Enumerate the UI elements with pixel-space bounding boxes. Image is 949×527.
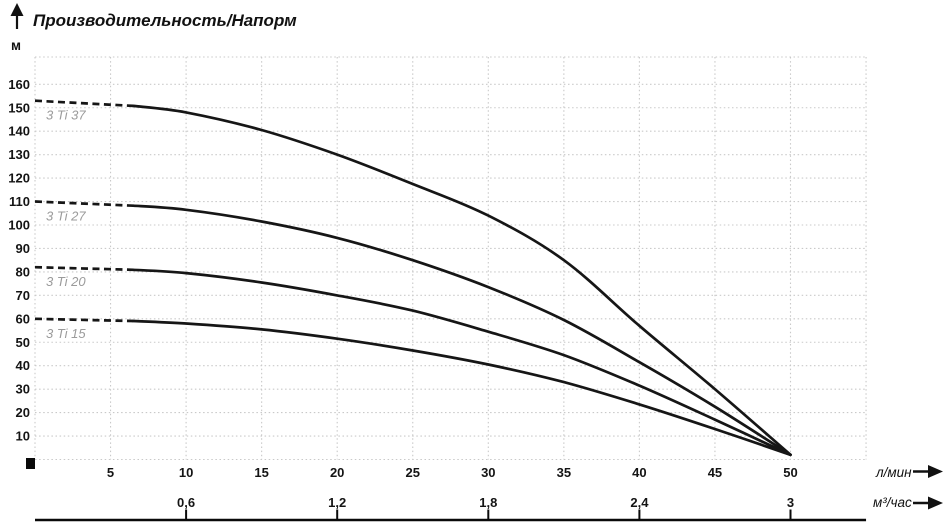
chart-title: Производительность/Напорм <box>33 11 297 30</box>
bottom-ruler <box>35 509 867 522</box>
y-tick-label: 150 <box>8 100 30 115</box>
origin-marker <box>26 458 35 469</box>
x-tick-label: 25 <box>406 465 420 480</box>
x-tick-label: 35 <box>557 465 571 480</box>
y-axis-unit: м <box>11 38 21 53</box>
curve-3-ti-20 <box>131 268 792 457</box>
x-axis-primary-tick-labels: 5 10 15 20 25 30 35 40 45 50 <box>107 465 798 480</box>
x2-tick-label: 1,2 <box>328 495 346 510</box>
curve-dashed-start-3-ti-27 <box>34 200 134 208</box>
y-tick-label: 140 <box>8 124 30 139</box>
curve-label-3-ti-37: 3 Ti 37 <box>46 108 86 123</box>
y-tick-label: 120 <box>8 171 30 186</box>
x-axis-secondary-unit-group: м³/час <box>873 495 943 510</box>
x-tick-label: 20 <box>330 465 344 480</box>
curve-dashed-start-3-ti-20 <box>34 265 134 272</box>
x2-tick-label: 2,4 <box>630 495 649 510</box>
x-tick-label: 10 <box>179 465 193 480</box>
y-tick-label: 130 <box>8 147 30 162</box>
y-tick-label: 90 <box>16 241 30 256</box>
up-arrow-icon <box>10 3 24 29</box>
x2-tick-label: 0,6 <box>177 495 195 510</box>
curve-labels: 3 Ti 37 3 Ti 27 3 Ti 20 3 Ti 15 <box>46 108 86 341</box>
right-arrow-icon <box>913 496 943 510</box>
curve-label-3-ti-27: 3 Ti 27 <box>46 209 86 224</box>
curve-dashed-start-3-ti-15 <box>34 317 134 323</box>
y-tick-label: 40 <box>16 358 30 373</box>
x2-tick-label: 3 <box>787 495 794 510</box>
x-axis-secondary-tick-labels: 0,6 1,2 1,8 2,4 3 <box>177 495 794 510</box>
x-tick-label: 50 <box>783 465 797 480</box>
x2-tick-label: 1,8 <box>479 495 497 510</box>
y-tick-label: 30 <box>16 382 30 397</box>
curve-3-ti-37 <box>131 104 792 457</box>
x-axis-primary-unit: л/мин <box>875 465 912 480</box>
y-tick-label: 50 <box>16 335 30 350</box>
y-tick-label: 100 <box>8 218 30 233</box>
y-axis-header: Производительность/Напорм м <box>10 3 297 53</box>
curve-label-3-ti-20: 3 Ti 20 <box>46 274 86 289</box>
y-tick-label: 70 <box>16 288 30 303</box>
curve-dashed-start-3-ti-37 <box>34 99 134 108</box>
x-tick-label: 15 <box>254 465 268 480</box>
x-axis-primary-unit-group: л/мин <box>875 465 943 480</box>
y-tick-label: 20 <box>16 405 30 420</box>
x-tick-label: 40 <box>632 465 646 480</box>
y-axis-tick-labels: 10 20 30 40 50 60 70 80 90 100 110 120 130 140 150 160 <box>8 77 30 444</box>
y-tick-label: 10 <box>16 429 30 444</box>
curve-3-ti-15 <box>131 319 792 457</box>
y-tick-label: 60 <box>16 311 30 326</box>
right-arrow-icon <box>913 465 943 478</box>
x-axis-secondary-unit: м³/час <box>873 495 912 510</box>
curve-label-3-ti-15: 3 Ti 15 <box>46 326 86 341</box>
y-tick-label: 80 <box>16 264 30 279</box>
x-tick-label: 45 <box>708 465 722 480</box>
x-tick-label: 30 <box>481 465 495 480</box>
grid <box>34 56 867 461</box>
y-tick-label: 160 <box>8 77 30 92</box>
curve-3-ti-27 <box>131 204 792 457</box>
x-tick-label: 5 <box>107 465 114 480</box>
y-tick-label: 110 <box>9 194 30 209</box>
performance-curves <box>34 99 792 457</box>
